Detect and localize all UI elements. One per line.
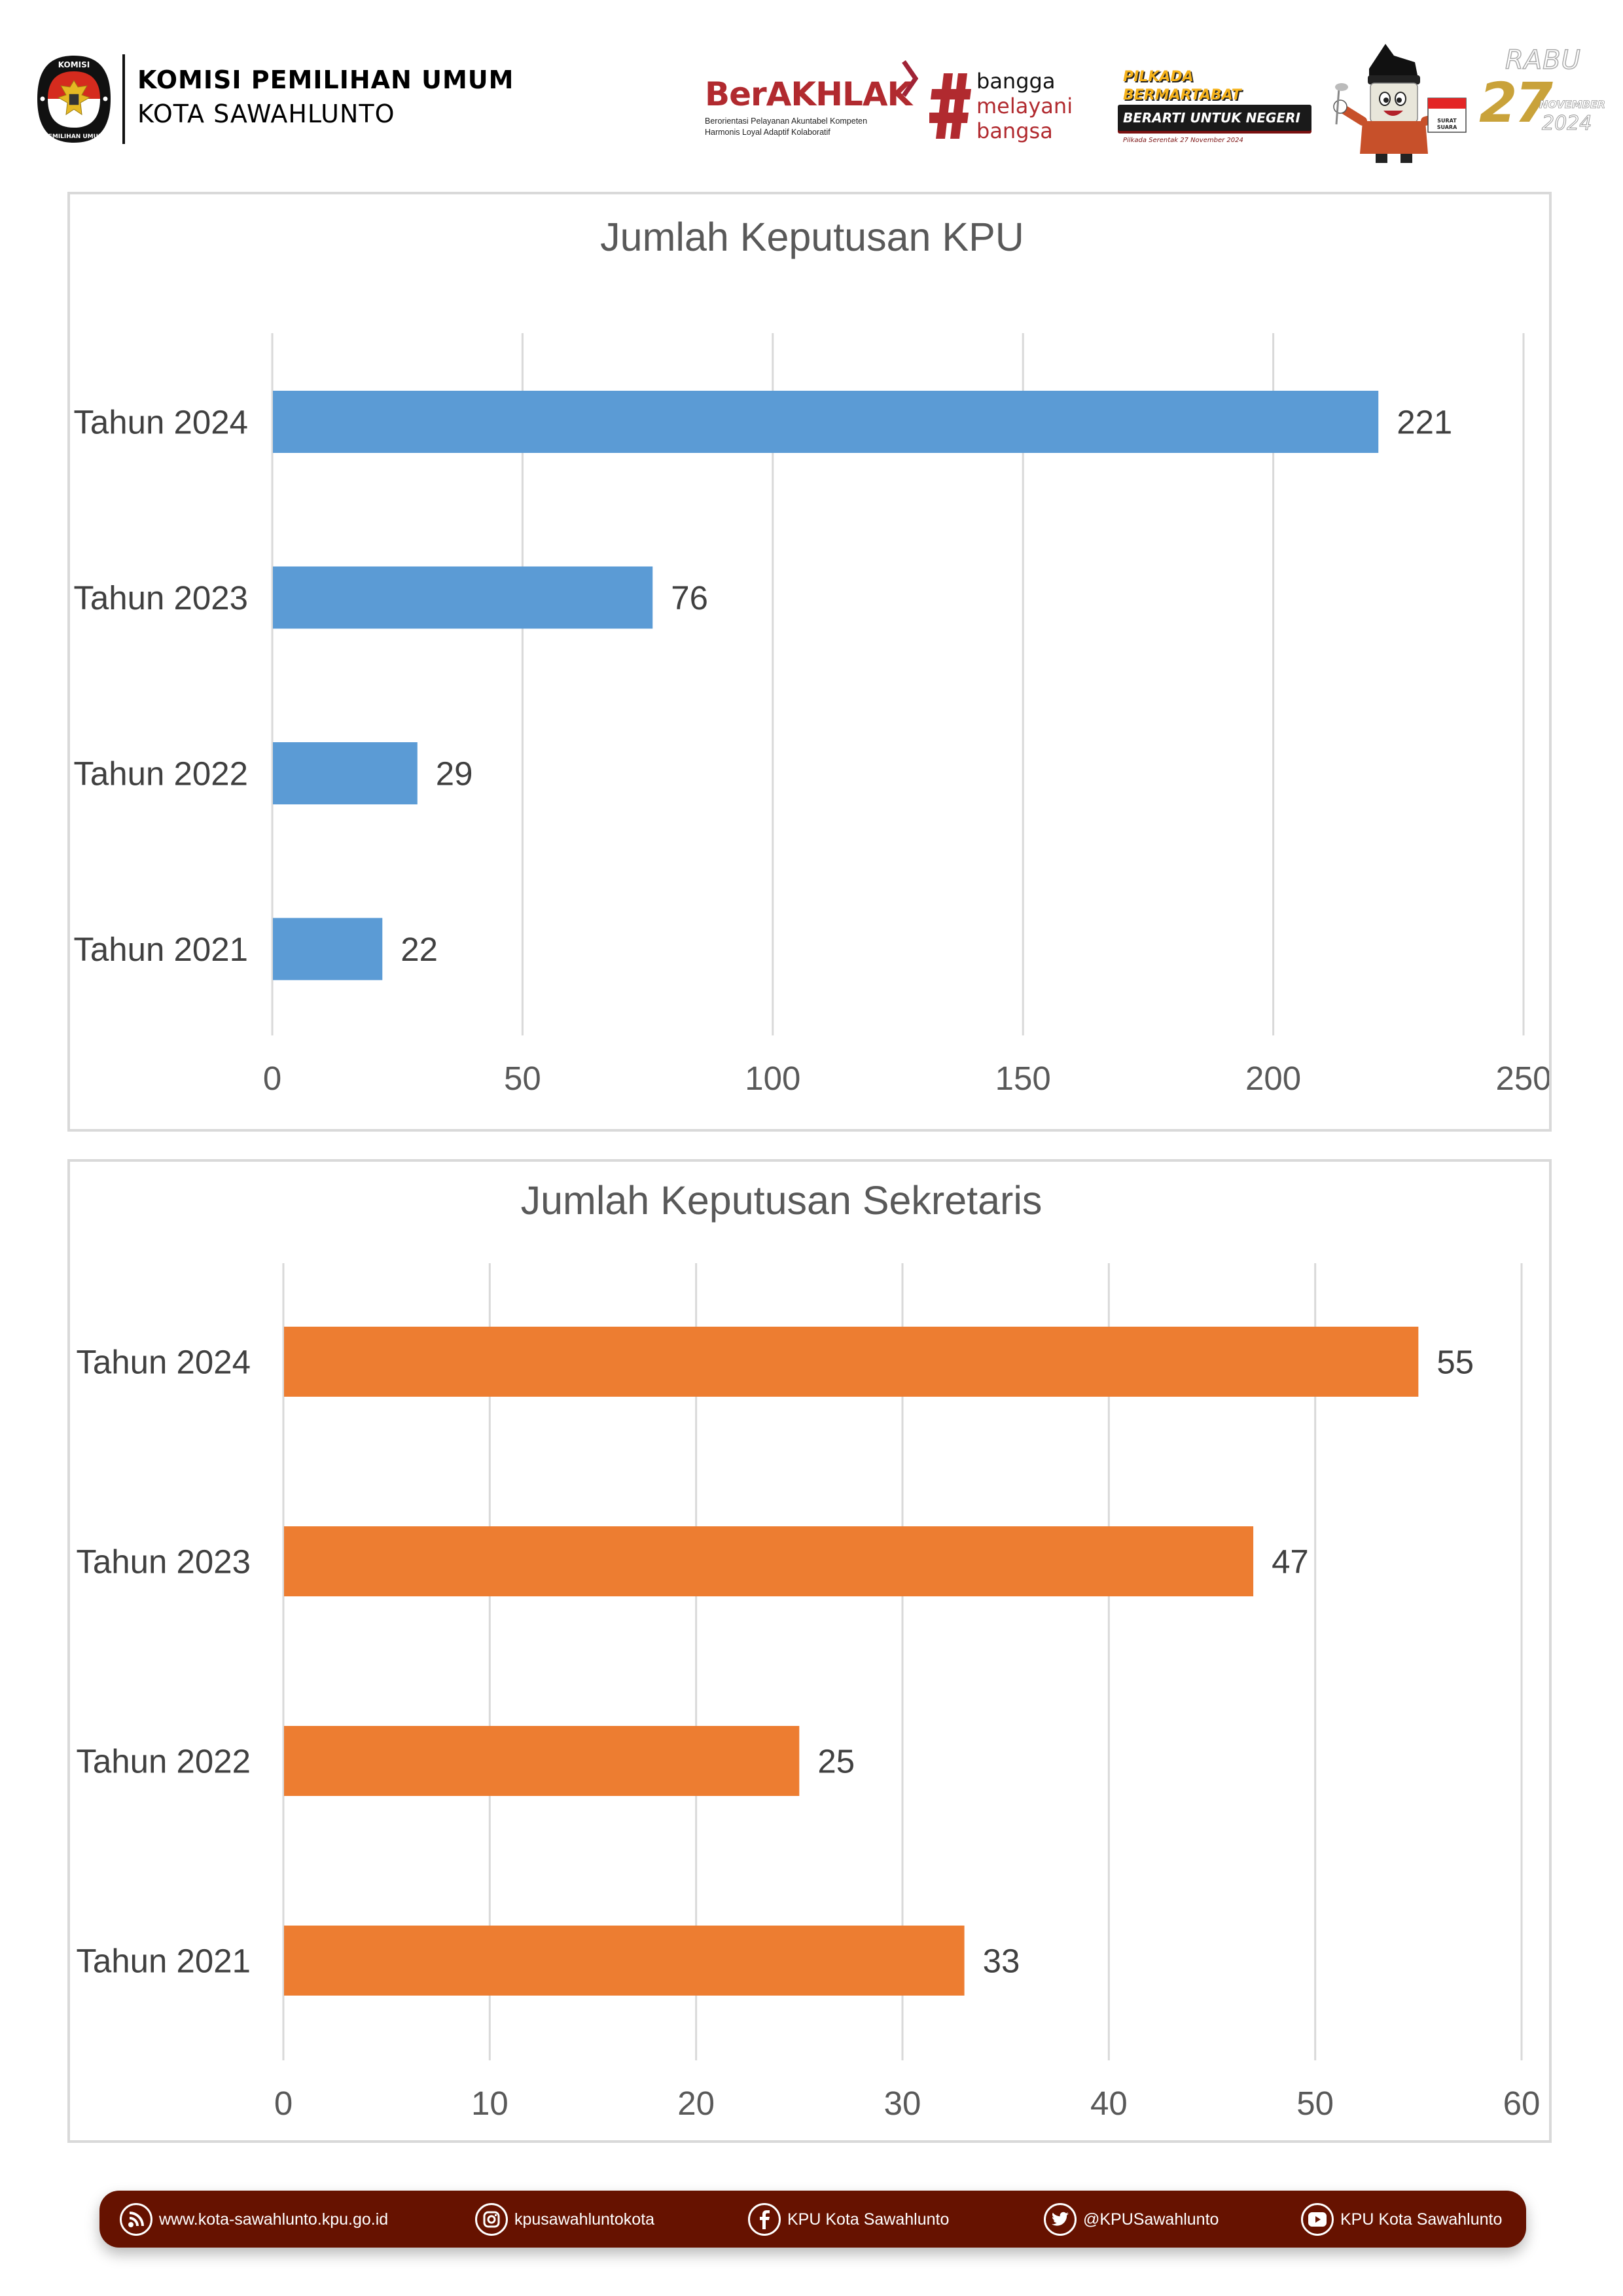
date-year: 2024 [1541,112,1592,135]
footer-website-text: www.kota-sawahlunto.kpu.go.id [159,2210,389,2229]
data-label: 22 [401,931,438,968]
x-tick-label: 0 [274,2085,293,2122]
twitter-icon [1044,2202,1077,2236]
pilkada-line3: BERARTI UNTUK NEGERI [1123,110,1300,126]
footer-instagram-text: kpusawahluntokota [514,2210,655,2229]
bar-tahun-2023 [273,566,653,629]
berakhlak-title: BerAKHLAK [705,75,912,113]
chart-sekretaris-frame: Jumlah Keputusan Sekretaris 0 10 20 30 40 50 6… [67,1159,1552,2143]
x-tick-label: 50 [504,1060,541,1097]
x-tick-label: 50 [1296,2085,1334,2122]
footer-bar: www.kota-sawahlunto.kpu.go.id kpusawahlu… [99,2191,1526,2248]
footer-youtube-link[interactable]: KPU Kota Sawahlunto [1301,2191,1502,2248]
bar-tahun-2024 [273,391,1379,453]
berakhlak-line2: Harmonis Loyal Adaptif Kolaboratif [705,128,830,137]
berakhlak-line1: Berorientasi Pelayanan Akuntabel Kompete… [705,117,868,126]
x-tick-label: 30 [884,2085,921,2122]
bar-tahun-2022 [273,742,418,804]
bangga-word: bangga [976,69,1056,94]
category-label: Tahun 2023 [73,579,248,617]
election-date-badge: RABU 27 NOVEMBER 2024 [1479,45,1606,167]
logo-top-text: KOMISI [58,60,90,69]
bangga-melayani-bangsa-logo: # bangga melayani bangsa [929,69,1093,147]
category-label: Tahun 2023 [76,1543,251,1581]
kpu-logo-icon: KOMISI PEMILIHAN UMUM [37,56,111,143]
chevron-right-icon [902,60,918,97]
data-label: 221 [1397,404,1452,441]
hashtag-icon [929,73,971,139]
bar-tahun-2021 [273,918,383,980]
mascot-ballot-text: SURAT SUARA [1436,118,1457,130]
bar-tahun-2023 [284,1526,1254,1596]
chart-sekretaris-plot: 0 10 20 30 40 50 60 Tahun 2024 55 Tahun 2023 47 Tah… [76,1263,1541,2122]
date-number: 27 [1479,71,1553,135]
x-tick-label: 10 [471,2085,508,2122]
facebook-icon [748,2202,781,2236]
melayani-word: melayani [976,94,1073,118]
rss-icon [120,2202,152,2236]
header-divider [122,54,125,144]
data-label: 47 [1272,1543,1309,1581]
mascot-icon [1333,44,1467,163]
pilkada-line2: BERMARTABAT [1123,87,1241,103]
pilkada-caption: Pilkada Serentak 27 November 2024 [1123,137,1243,144]
x-tick-label: 150 [995,1060,1051,1097]
bar-tahun-2022 [284,1726,800,1796]
chart-sekretaris-title: Jumlah Keputusan Sekretaris [520,1178,1043,1223]
date-month: NOVEMBER [1539,98,1606,111]
data-label: 25 [817,1743,855,1780]
footer-twitter-link[interactable]: @KPUSawahlunto [1044,2191,1219,2248]
footer-youtube-text: KPU Kota Sawahlunto [1340,2210,1503,2229]
hashtag-symbol: # [929,69,972,143]
bangsa-word: bangsa [976,118,1053,143]
category-label: Tahun 2024 [76,1344,251,1381]
category-label: Tahun 2022 [73,755,248,793]
category-label: Tahun 2022 [76,1743,251,1780]
x-tick-label: 40 [1090,2085,1128,2122]
footer-twitter-text: @KPUSawahlunto [1083,2210,1219,2229]
org-name: KOMISI PEMILIHAN UMUM [137,65,514,94]
pilkada-line1: PILKADA [1123,69,1194,85]
data-label: 76 [671,579,708,617]
x-tick-label: 250 [1495,1060,1549,1097]
footer-facebook-link[interactable]: KPU Kota Sawahlunto [748,2191,949,2248]
data-label: 29 [436,755,473,793]
footer-instagram-link[interactable]: kpusawahluntokota [475,2191,654,2248]
x-tick-label: 100 [745,1060,800,1097]
footer-facebook-text: KPU Kota Sawahlunto [787,2210,950,2229]
chart-kpu-title: Jumlah Keputusan KPU [600,215,1024,259]
org-city: KOTA SAWAHLUNTO [137,99,395,128]
date-day: RABU [1505,45,1581,75]
category-label: Tahun 2021 [76,1943,251,1980]
chart-kpu-plot: 0 50 100 150 200 250 Tahun 2024 221 Tahun 2023 76… [73,333,1549,1097]
pilkada-bermartabat-logo: PILKADA BERMARTABAT BERARTI UNTUK NEGERI… [1116,68,1313,154]
bar-tahun-2021 [284,1926,965,1996]
instagram-icon [475,2202,508,2236]
x-tick-label: 0 [263,1060,281,1097]
berakhlak-logo: BerAKHLAK Berorientasi Pelayanan Akuntab… [705,60,921,142]
pilkada-band [1118,105,1311,131]
data-label: 55 [1436,1344,1474,1381]
bar-tahun-2024 [284,1327,1419,1397]
category-label: Tahun 2021 [73,931,248,968]
x-tick-label: 20 [677,2085,715,2122]
footer-website-link[interactable]: www.kota-sawahlunto.kpu.go.id [120,2191,388,2248]
youtube-icon [1301,2202,1334,2236]
chart-kpu-frame: Jumlah Keputusan KPU 0 50 100 150 200 250 Tahu… [67,192,1552,1132]
logo-bottom-text: PEMILIHAN UMUM [44,134,104,140]
data-label: 33 [983,1943,1020,1980]
x-tick-label: 60 [1503,2085,1541,2122]
x-tick-label: 200 [1245,1060,1301,1097]
category-label: Tahun 2024 [73,404,248,441]
